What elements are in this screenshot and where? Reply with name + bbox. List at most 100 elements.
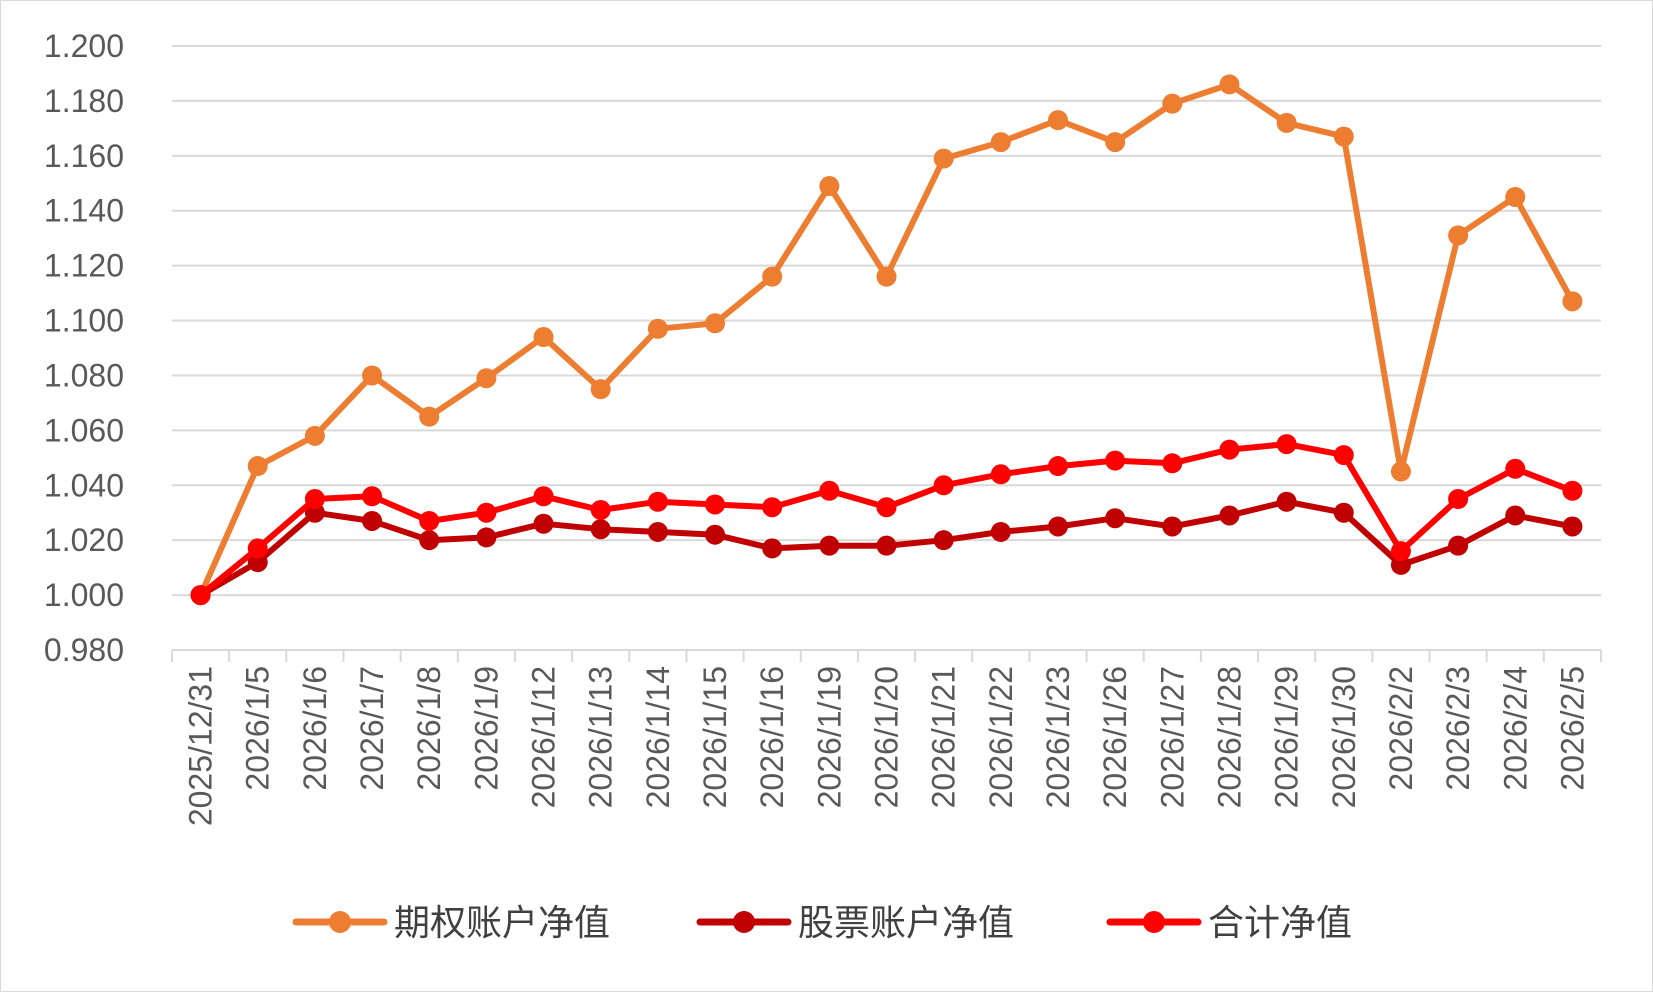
data-point (533, 513, 554, 534)
data-point (1562, 291, 1583, 312)
data-point (590, 499, 611, 520)
data-point (1162, 453, 1183, 474)
data-point (1333, 445, 1354, 466)
y-tick-label: 1.060 (44, 412, 124, 448)
x-tick-label: 2026/1/16 (754, 666, 790, 808)
data-point (1105, 450, 1126, 471)
data-point (533, 486, 554, 507)
data-point (647, 491, 668, 512)
data-point (990, 464, 1011, 485)
legend-label: 合计净值 (1208, 903, 1352, 944)
x-axis (171, 649, 1602, 662)
data-point (990, 521, 1011, 542)
y-tick-label: 1.000 (44, 577, 124, 613)
data-point (1562, 480, 1583, 501)
data-point (705, 524, 726, 545)
y-tick-label: 1.140 (44, 193, 124, 229)
data-point (1448, 489, 1469, 509)
data-point (247, 552, 268, 573)
data-point (647, 318, 668, 339)
y-tick-label: 1.040 (44, 467, 124, 503)
x-tick-label: 2026/1/20 (869, 666, 905, 808)
legend-marker (1143, 911, 1165, 933)
x-tick-label: 2026/1/30 (1326, 666, 1362, 808)
data-point (476, 368, 497, 389)
data-point (876, 497, 897, 518)
data-point (933, 475, 954, 496)
x-tick-label: 2026/2/4 (1497, 666, 1533, 791)
x-tick-label: 2026/2/2 (1383, 666, 1419, 791)
x-tick-label: 2026/1/9 (468, 666, 504, 791)
data-point (1276, 434, 1297, 455)
legend-label: 期权账户净值 (394, 903, 610, 944)
series-line (197, 441, 1576, 599)
data-point (1390, 461, 1411, 482)
data-point (476, 502, 497, 523)
y-tick-label: 1.180 (44, 83, 124, 119)
data-point (247, 538, 268, 559)
x-tick-label: 2026/1/13 (583, 666, 619, 808)
data-point (819, 480, 840, 501)
y-tick-label: 1.080 (44, 357, 124, 393)
data-point (1505, 505, 1526, 526)
x-tick-label: 2026/1/29 (1269, 666, 1305, 808)
x-tick-label: 2026/2/3 (1440, 666, 1476, 791)
data-point (590, 379, 611, 400)
data-point (762, 497, 783, 518)
data-point (1448, 535, 1469, 556)
data-point (1333, 126, 1354, 147)
data-point (304, 502, 325, 523)
x-tick-label: 2026/1/5 (240, 666, 276, 791)
data-point (1105, 508, 1126, 529)
data-point (590, 519, 611, 540)
data-point (362, 365, 383, 386)
data-point (933, 148, 954, 169)
x-tick-label: 2026/1/28 (1211, 666, 1247, 808)
x-tick-label: 2026/1/7 (354, 666, 390, 791)
data-point (1219, 74, 1240, 95)
data-point (1105, 132, 1126, 153)
data-point (876, 266, 897, 287)
x-tick-label: 2026/2/5 (1554, 666, 1590, 791)
data-point (1505, 187, 1526, 207)
data-point (1390, 541, 1411, 562)
data-point (1276, 491, 1297, 512)
x-tick-label: 2025/12/31 (183, 666, 219, 826)
y-tick-label: 0.980 (44, 632, 124, 668)
data-point (990, 132, 1011, 153)
data-point (1219, 505, 1240, 526)
data-point (933, 530, 954, 551)
data-point (819, 176, 840, 197)
data-point (705, 313, 726, 334)
data-point (1448, 225, 1469, 246)
data-point (362, 486, 383, 507)
data-point (819, 535, 840, 556)
series-2 (190, 491, 1583, 606)
data-point (1047, 110, 1068, 131)
y-tick-label: 1.160 (44, 138, 124, 174)
data-point (705, 494, 726, 515)
x-tick-label: 2026/1/8 (411, 666, 447, 791)
x-tick-labels: 2025/12/31 2026/1/5 2026/1/6 2026/1/7 2026/1… (183, 666, 1591, 826)
data-point (1219, 439, 1240, 460)
x-tick-label: 2026/1/14 (640, 666, 676, 808)
data-point (1047, 516, 1068, 537)
data-point (304, 489, 325, 509)
data-point (647, 521, 668, 542)
legend: 期权账户净值 股票账户净值 合计净值 (292, 903, 1352, 944)
series-line (197, 81, 1576, 599)
data-point (762, 266, 783, 287)
x-tick-label: 2026/1/21 (926, 666, 962, 808)
data-point (1333, 502, 1354, 523)
legend-item: 股票账户净值 (696, 903, 1014, 944)
data-point (1162, 93, 1183, 114)
x-tick-label: 2026/1/27 (1154, 666, 1190, 808)
data-point (533, 327, 554, 348)
legend-marker (733, 911, 755, 933)
legend-item: 合计净值 (1106, 903, 1352, 944)
data-point (476, 527, 497, 548)
x-tick-label: 2026/1/12 (526, 666, 562, 808)
data-point (247, 456, 268, 477)
y-tick-label: 1.200 (44, 28, 124, 64)
